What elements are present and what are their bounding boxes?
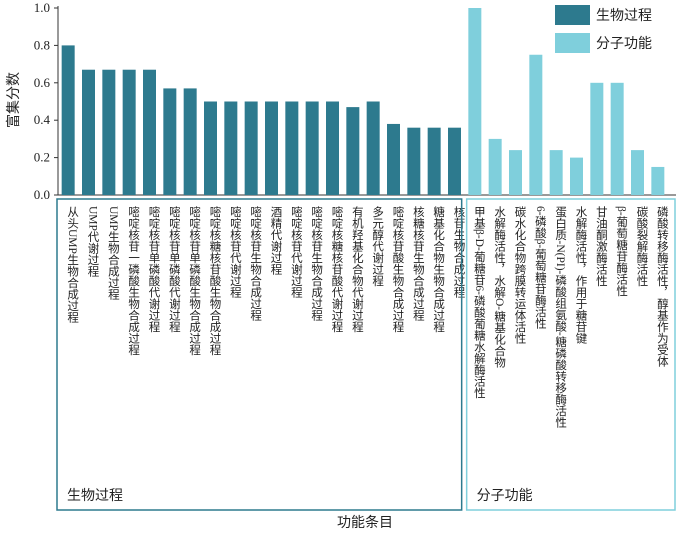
bar <box>488 138 502 195</box>
group-box <box>465 198 676 511</box>
x-tick-label: 甲基β-D-葡糖苷6-磷酸葡糖水解酶活性 <box>473 206 486 399</box>
y-tick-label: 0.8 <box>34 37 50 52</box>
bar <box>651 166 665 195</box>
group-label: 分子功能 <box>477 488 533 504</box>
x-axis-title: 功能条目 <box>337 514 393 531</box>
legend-swatch <box>555 5 590 25</box>
bar <box>529 54 543 195</box>
group-box <box>56 198 463 511</box>
x-tick-label: 糖基化合物生物合成过程 <box>432 205 445 333</box>
y-tick-label: 0.6 <box>34 75 51 90</box>
x-tick-label: 磷酸转移酶活性，醇基作为受体 <box>656 206 669 367</box>
x-tick-label: 嘧啶核苷酸生物合成过程 <box>392 205 405 333</box>
x-tick-label: 酒精代谢过程 <box>270 206 283 276</box>
x-tick-label: 甘油酮激酶活性 <box>595 206 608 287</box>
bar <box>427 127 441 195</box>
bar <box>570 157 583 195</box>
x-tick-label: 蛋白质-N(PI)-磷酸组氨酸-糖磷酸转移酶活性 <box>554 206 567 428</box>
x-tick-label: UMP生物合成过程 <box>107 206 120 301</box>
bar <box>82 69 95 195</box>
bar <box>346 107 360 195</box>
x-tick-label: 碳水化合物跨膜转运体活性 <box>514 205 527 345</box>
x-tick-label: 嘧啶核糖核苷酸生物合成过程 <box>209 205 222 356</box>
bar <box>265 101 278 195</box>
x-tick-label: 嘧啶核苷单磷酸生物合成过程 <box>188 205 201 356</box>
bar <box>122 69 136 195</box>
x-tick-label: 水解酶活性，水解O-糖基化合物 <box>493 206 506 368</box>
x-tick-label: 有机羟基化合物代谢过程 <box>351 205 364 333</box>
bar <box>183 88 197 195</box>
x-tick-label: 水解酶活性，作用于糖苷键 <box>575 206 588 345</box>
y-tick-label: 0.2 <box>34 150 50 165</box>
bar <box>468 8 482 195</box>
y-tick-label: 0.0 <box>34 187 50 202</box>
x-tick-label: 嘧啶核苷代谢过程 <box>290 205 303 299</box>
bar <box>224 101 238 195</box>
bar <box>61 45 75 196</box>
x-tick-label: 嘧啶核苷一磷酸生物合成过程 <box>127 205 140 356</box>
x-tick-label: 嘧啶核苷单磷酸代谢过程 <box>168 205 181 333</box>
bar <box>143 69 156 195</box>
bar <box>285 101 299 195</box>
x-tick-label: 嘧啶核糖核苷酸代谢过程 <box>331 205 344 333</box>
legend-label: 分子功能 <box>596 36 652 52</box>
bar <box>549 150 563 195</box>
x-tick-label: UMP代谢过程 <box>87 206 100 278</box>
bar <box>631 150 644 195</box>
bar <box>407 127 421 195</box>
x-tick-label: 核糖核苷生物合成过程 <box>412 205 425 322</box>
legend-swatch <box>555 33 590 53</box>
bar <box>610 82 624 195</box>
bar <box>305 101 319 195</box>
bar <box>244 101 258 195</box>
bar <box>204 101 217 195</box>
bar <box>102 69 116 195</box>
x-tick-label: 碳酸裂解酶活性 <box>636 205 649 287</box>
x-tick-label: 嘧啶核苷生物合成过程 <box>310 205 323 322</box>
group-label: 生物过程 <box>67 488 123 504</box>
y-axis-title: 富集分数 <box>5 72 22 128</box>
x-tick-label: 多元醇代谢过程 <box>371 205 384 287</box>
y-tick-label: 1.0 <box>34 0 50 15</box>
x-tick-label: 从头UMP生物合成过程 <box>66 206 79 324</box>
bar <box>509 150 522 195</box>
x-tick-label: 嘧啶核苷生物合成过程 <box>249 205 262 322</box>
x-tick-label: 嘧啶核苷单磷酸代谢过程 <box>148 205 161 333</box>
bar <box>366 101 380 195</box>
x-tick-label: 6-磷酸β-葡萄糖苷酶活性 <box>534 206 547 329</box>
y-tick-label: 0.4 <box>34 112 51 127</box>
bar <box>590 82 604 195</box>
bar <box>448 127 461 195</box>
bar <box>326 101 339 195</box>
x-tick-label: 核苷生物合成过程 <box>453 205 466 299</box>
bar <box>163 88 177 195</box>
legend-label: 生物过程 <box>596 8 652 24</box>
bar <box>387 123 400 195</box>
x-tick-label: 嘧啶核苷代谢过程 <box>229 205 242 299</box>
x-tick-label: β-葡萄糖苷酶活性 <box>615 206 628 297</box>
